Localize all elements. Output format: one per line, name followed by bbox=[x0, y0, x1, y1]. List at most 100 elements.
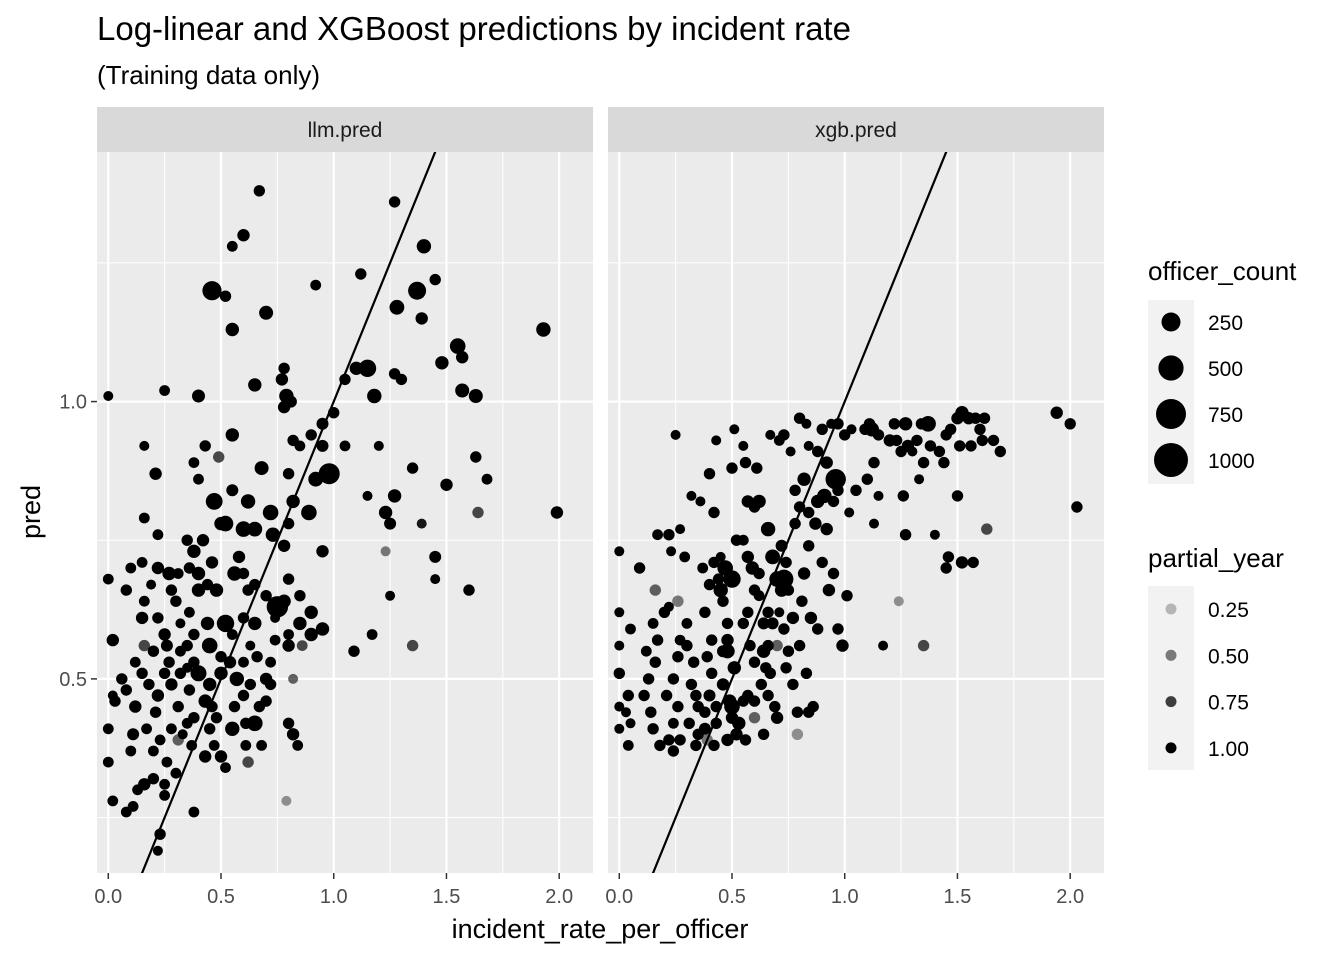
data-point bbox=[225, 721, 240, 736]
data-point bbox=[774, 607, 785, 618]
data-point bbox=[440, 478, 453, 491]
data-point bbox=[651, 634, 664, 646]
data-point bbox=[204, 723, 216, 735]
data-point bbox=[151, 689, 165, 702]
data-point bbox=[219, 290, 232, 302]
data-point bbox=[969, 412, 982, 424]
data-point bbox=[717, 595, 729, 607]
data-point bbox=[654, 739, 666, 752]
data-point bbox=[125, 745, 137, 757]
data-point bbox=[141, 723, 153, 735]
x-tick-label: 2.0 bbox=[1056, 886, 1084, 908]
data-point bbox=[791, 728, 804, 740]
data-point bbox=[869, 518, 879, 529]
data-point bbox=[281, 795, 292, 806]
data-point bbox=[151, 561, 165, 575]
legend-size-label: 1000 bbox=[1208, 450, 1255, 473]
data-point bbox=[468, 389, 483, 403]
legend-alpha-key-background bbox=[1148, 586, 1194, 770]
data-point bbox=[739, 456, 752, 469]
data-point bbox=[614, 607, 625, 618]
x-tick-label: 0.5 bbox=[207, 886, 235, 908]
data-point bbox=[898, 417, 913, 431]
data-point bbox=[748, 695, 761, 707]
data-point bbox=[107, 795, 119, 807]
data-point bbox=[242, 584, 254, 596]
data-point bbox=[132, 784, 144, 796]
data-point bbox=[296, 640, 308, 651]
data-point bbox=[138, 512, 150, 524]
data-point bbox=[1071, 501, 1083, 513]
data-point bbox=[316, 439, 329, 452]
data-point bbox=[200, 616, 215, 631]
data-point bbox=[187, 544, 201, 558]
data-point bbox=[254, 461, 269, 476]
data-point bbox=[769, 700, 781, 713]
data-point bbox=[152, 612, 164, 624]
data-point bbox=[339, 440, 351, 452]
legend-size-key bbox=[1158, 355, 1184, 381]
data-point bbox=[917, 639, 930, 652]
data-point bbox=[742, 606, 754, 618]
data-point bbox=[738, 440, 749, 451]
data-point bbox=[614, 546, 625, 557]
data-point bbox=[753, 590, 765, 602]
data-point bbox=[622, 689, 634, 702]
data-point bbox=[816, 423, 828, 435]
data-point bbox=[213, 451, 225, 463]
data-point bbox=[201, 637, 218, 654]
data-point bbox=[251, 651, 263, 663]
data-point bbox=[893, 596, 904, 607]
data-point bbox=[165, 584, 178, 596]
data-point bbox=[674, 734, 686, 746]
data-point bbox=[238, 656, 249, 668]
data-point bbox=[366, 629, 378, 640]
legend-size-key bbox=[1161, 312, 1181, 332]
data-point bbox=[191, 566, 206, 581]
data-point bbox=[667, 745, 680, 757]
data-point bbox=[622, 740, 634, 751]
data-point bbox=[642, 673, 655, 685]
x-tick-label: 1.0 bbox=[831, 886, 859, 908]
data-point bbox=[378, 505, 393, 520]
legend-size-title: officer_count bbox=[1148, 256, 1297, 286]
data-point bbox=[196, 534, 210, 547]
data-point bbox=[435, 356, 449, 370]
data-point bbox=[116, 673, 128, 685]
legend-alpha-label: 0.50 bbox=[1208, 645, 1249, 668]
data-point bbox=[209, 583, 224, 597]
data-point bbox=[994, 445, 1006, 458]
data-point bbox=[800, 667, 813, 679]
legend-alpha-key bbox=[1165, 603, 1177, 615]
data-point bbox=[778, 429, 790, 441]
data-point bbox=[172, 700, 184, 713]
data-point bbox=[208, 740, 220, 751]
data-point bbox=[703, 689, 716, 702]
data-point bbox=[803, 506, 815, 519]
data-point bbox=[102, 573, 114, 585]
data-point bbox=[456, 351, 469, 364]
data-point bbox=[294, 440, 306, 452]
data-point bbox=[737, 534, 749, 546]
data-point bbox=[181, 534, 193, 546]
data-point bbox=[163, 656, 175, 668]
data-point bbox=[120, 684, 132, 696]
data-point bbox=[723, 570, 741, 588]
data-point bbox=[717, 645, 729, 658]
data-point bbox=[730, 728, 743, 741]
data-point bbox=[253, 185, 265, 197]
legend-alpha-label: 0.25 bbox=[1208, 599, 1249, 622]
data-point bbox=[237, 567, 250, 580]
data-point bbox=[349, 361, 363, 375]
data-point bbox=[292, 740, 304, 751]
data-point bbox=[430, 574, 441, 585]
data-point bbox=[165, 678, 178, 691]
data-point bbox=[978, 412, 991, 424]
data-point bbox=[695, 496, 706, 507]
data-point bbox=[152, 845, 163, 856]
data-point bbox=[226, 484, 239, 497]
data-point bbox=[811, 494, 825, 509]
data-point bbox=[945, 423, 957, 435]
data-point bbox=[708, 506, 720, 519]
facet-strip bbox=[97, 107, 593, 152]
